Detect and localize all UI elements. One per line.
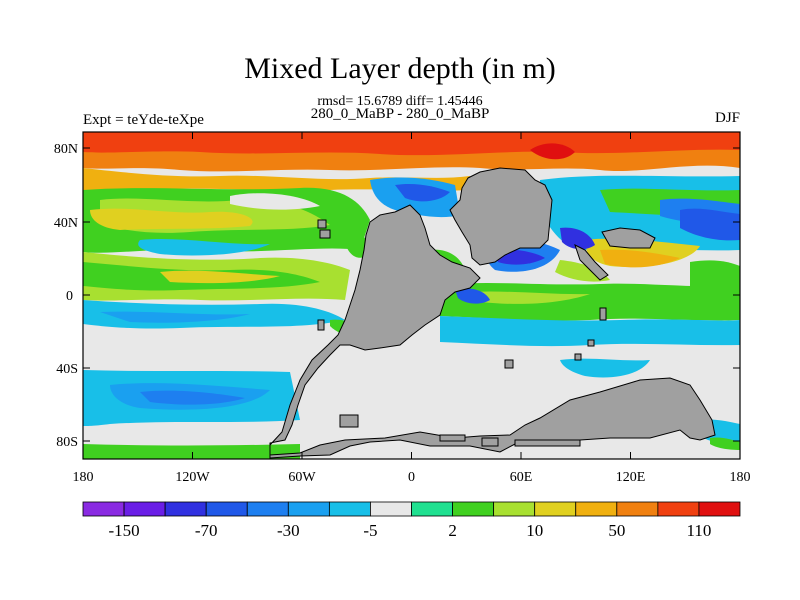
lon-tick-label: 180	[730, 470, 751, 485]
colorbar-swatch	[123, 501, 166, 517]
colorbar-swatch	[657, 501, 700, 517]
colorbar-label: 50	[608, 521, 625, 540]
colorbar-swatch	[534, 501, 577, 517]
subtitle-text: 280_0_MaBP - 280_0_MaBP	[310, 106, 490, 122]
lon-tick-label: 60W	[288, 470, 316, 485]
colorbar-swatch	[82, 501, 125, 517]
colorbar-swatch	[452, 501, 495, 517]
colorbar-label: 2	[448, 521, 457, 540]
colorbar-swatch	[370, 501, 412, 517]
colorbar-swatch	[575, 501, 618, 517]
experiment-label: Expt = teYde-teXpe	[83, 112, 204, 128]
lon-tick-label: 60E	[510, 470, 533, 485]
lat-tick-marks	[83, 147, 740, 442]
colorbar-label: 10	[526, 521, 543, 540]
colorbar-swatch	[328, 501, 371, 517]
lat-tick-label: 0	[66, 289, 73, 304]
colorbar-swatch	[205, 501, 248, 517]
colorbar-label: -150	[108, 521, 139, 540]
colorbar-swatch	[411, 501, 453, 517]
colorbar-labels: -150 -70 -30 -5 2 10 50 110	[108, 521, 711, 540]
colorbar-label: 110	[687, 521, 712, 540]
lat-tick-label: 80N	[54, 142, 78, 157]
mixed-layer-field	[83, 132, 740, 459]
lon-tick-label: 120E	[616, 470, 646, 485]
colorbar-swatch	[287, 501, 330, 517]
stats-text: rmsd= 15.6789 diff= 1.45446	[317, 94, 483, 109]
colorbar-swatch	[493, 501, 536, 517]
lon-tick-label: 180	[73, 470, 94, 485]
colorbar-swatch	[616, 501, 659, 517]
colorbar-swatch	[698, 501, 741, 517]
map-title: Mixed Layer depth (in m)	[244, 52, 556, 85]
lon-tick-label: 0	[408, 470, 415, 485]
season-label: DJF	[714, 110, 740, 126]
land-mask	[269, 167, 716, 459]
lat-tick-label: 40S	[56, 362, 78, 377]
lon-tick-label: 120W	[175, 470, 210, 485]
colorbar-label: -5	[363, 521, 377, 540]
lon-tick-marks	[82, 132, 741, 459]
lat-tick-label: 80S	[56, 435, 78, 450]
colorbar	[82, 501, 741, 517]
colorbar-label: -70	[195, 521, 218, 540]
colorbar-swatch	[164, 501, 207, 517]
colorbar-swatch	[246, 501, 289, 517]
colorbar-label: -30	[277, 521, 300, 540]
lat-tick-label: 40N	[54, 216, 78, 231]
